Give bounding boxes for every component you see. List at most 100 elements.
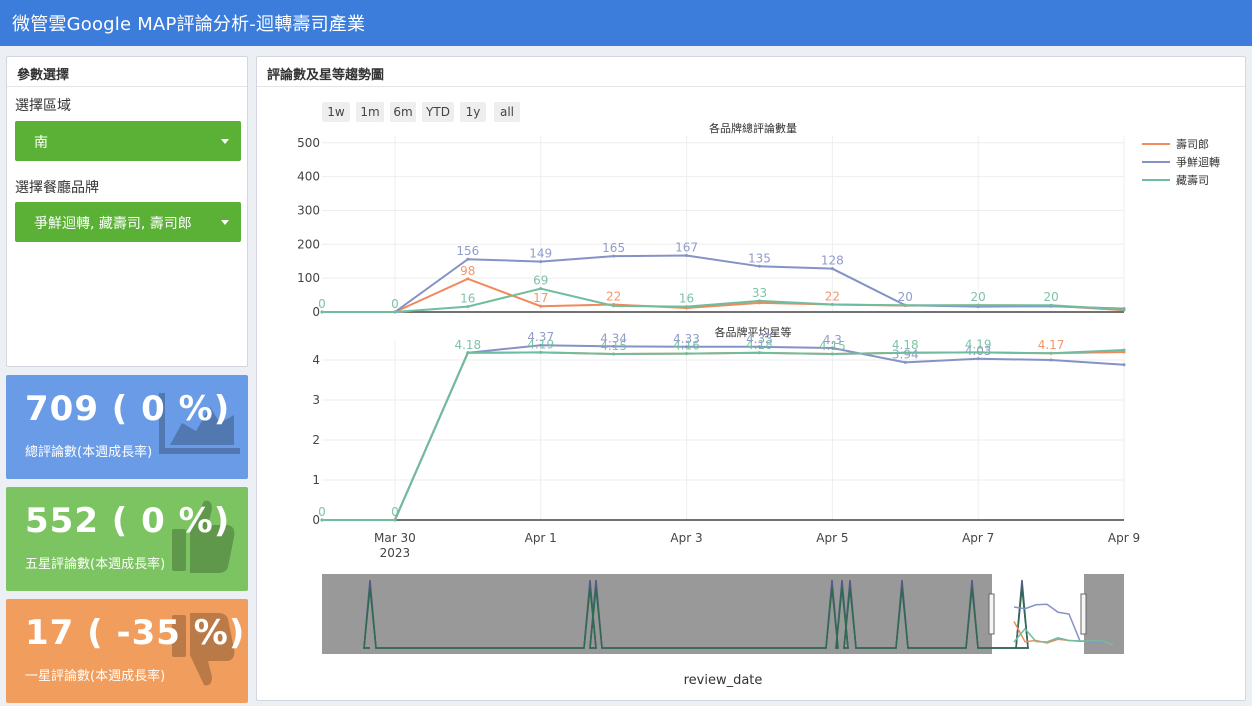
total-reviews-card: 709 ( 0 %) 總評論數(本週成長率) [6, 375, 248, 479]
avg-rating-chart-data-point [539, 343, 543, 347]
review-count-chart-y-tick-label: 0 [312, 305, 320, 319]
avg-rating-chart-data-point [757, 345, 761, 349]
avg-rating-chart-y-tick-label: 4 [312, 353, 320, 367]
parameter-panel-title: 參數選擇 [7, 57, 247, 87]
review-count-chart-data-label: 22 [606, 290, 621, 304]
review-count-chart-data-point [685, 305, 689, 309]
review-count-chart-y-tick-label: 400 [297, 170, 320, 184]
avg-rating-chart-series-line-1 [322, 344, 1125, 521]
review-count-chart-data-label: 69 [533, 274, 548, 288]
area-chart-icon [159, 393, 240, 454]
avg-rating-chart-data-label: 4.18 [892, 338, 919, 352]
avg-rating-chart-data-label: 4.19 [965, 337, 992, 351]
avg-rating-chart-data-label: 4.18 [746, 338, 773, 352]
review-count-chart-y-tick-label: 200 [297, 237, 320, 251]
review-count-chart-data-label: 156 [456, 244, 479, 258]
review-count-chart-data-point [612, 304, 616, 308]
five-star-value: 552 ( 0 %) [25, 501, 231, 541]
range-button-6m[interactable]: 6m [390, 102, 416, 122]
avg-rating-chart-data-point [1122, 348, 1126, 352]
range-slider-trace [363, 587, 1029, 649]
avg-rating-chart-data-point [685, 345, 689, 349]
x-tick-label: Apr 7 [962, 531, 994, 545]
review-count-chart-data-label: 16 [679, 292, 694, 306]
review-count-chart-data-label: 128 [821, 254, 844, 268]
range-slider-right-handle [1080, 593, 1087, 635]
review-count-chart-data-point [612, 254, 616, 258]
review-count-chart-data-label: 149 [529, 247, 552, 261]
app-header: 微管雲Google MAP評論分析-迴轉壽司產業 [0, 0, 1252, 46]
one-star-label: 一星評論數(本週成長率) [25, 669, 166, 684]
avg-rating-chart-series-line-0 [322, 351, 1125, 521]
review-count-chart-data-point [539, 287, 543, 291]
x-tick-label: 2023 [380, 546, 411, 560]
total-reviews-label: 總評論數(本週成長率) [25, 445, 153, 460]
avg-rating-chart-data-point [903, 360, 907, 364]
review-count-chart-data-point [539, 304, 543, 308]
review-count-chart-data-label: 165 [602, 241, 625, 255]
one-star-card: 17 ( -35 %) 一星評論數(本週成長率) [6, 599, 248, 703]
range-button-1m[interactable]: 1m [356, 102, 384, 122]
review-count-chart-data-point [757, 264, 761, 268]
range-button-ytd[interactable]: YTD [422, 102, 454, 122]
review-count-chart-data-label: 16 [460, 292, 475, 306]
avg-rating-chart-data-point [830, 346, 834, 350]
range-slider-left-handle [988, 593, 995, 635]
brand-select-value: 爭鮮迴轉, 藏壽司, 壽司郎 [34, 216, 192, 232]
avg-rating-chart-data-point [612, 352, 616, 356]
avg-rating-chart-data-point [830, 352, 834, 356]
range-button-1y[interactable]: 1y [460, 102, 486, 122]
avg-rating-chart-data-point [539, 350, 543, 354]
x-axis-title: review_date [684, 673, 763, 688]
review-count-chart-data-point [466, 277, 470, 281]
avg-rating-chart-data-label: 4.19 [527, 337, 554, 351]
region-select-value: 南 [34, 135, 48, 151]
avg-rating-chart-data-point [466, 351, 470, 355]
avg-rating-chart-data-label: 4.15 [819, 339, 846, 353]
five-star-label: 五星評論數(本週成長率) [25, 557, 166, 572]
review-count-chart-data-label: 20 [971, 290, 986, 304]
review-count-chart-data-point [466, 257, 470, 261]
x-tick-label: Mar 30 [374, 531, 416, 545]
review-count-chart-data-label: 20 [898, 290, 913, 304]
avg-rating-chart-data-label: 4.37 [527, 330, 554, 344]
range-slider-window-trace [1013, 603, 1114, 645]
avg-rating-chart-data-label: 3.94 [892, 347, 919, 361]
one-star-value: 17 ( -35 %) [25, 613, 246, 653]
avg-rating-chart-data-label: 0 [391, 505, 399, 519]
review-count-chart-data-label: 167 [675, 240, 698, 254]
avg-rating-chart-data-point [393, 518, 397, 522]
range-button-all[interactable]: all [494, 102, 520, 122]
brand-select[interactable]: 爭鮮迴轉, 藏壽司, 壽司郎 [15, 202, 241, 242]
parameter-panel: 參數選擇 選擇區域 南 選擇餐廳品牌 爭鮮迴轉, 藏壽司, 壽司郎 [6, 56, 248, 367]
avg-rating-chart-y-tick-label: 2 [312, 433, 320, 447]
chevron-down-icon [221, 139, 229, 144]
avg-rating-chart-data-label: 4.15 [600, 339, 627, 353]
x-tick-label: Apr 9 [1108, 531, 1140, 545]
five-star-card: 552 ( 0 %) 五星評論數(本週成長率) [6, 487, 248, 591]
review-count-chart-title: 各品牌總評論數量 [709, 121, 797, 135]
avg-rating-chart-data-point [1049, 351, 1053, 355]
review-count-chart-data-label: 0 [318, 297, 326, 311]
review-count-chart-series-line-1 [322, 254, 1125, 313]
chevron-down-icon [221, 220, 229, 225]
avg-rating-chart-series-line-2 [322, 349, 1125, 521]
range-button-1w[interactable]: 1w [322, 102, 350, 122]
range-slider-window-trace [1013, 627, 1114, 645]
review-count-chart-data-point [1049, 303, 1053, 307]
review-count-chart-data-label: 17 [533, 291, 548, 305]
avg-rating-chart-data-point [320, 518, 324, 522]
avg-rating-chart-data-point [685, 352, 689, 356]
x-tick-label: Apr 5 [816, 531, 848, 545]
app-title: 微管雲Google MAP評論分析-迴轉壽司產業 [12, 14, 366, 35]
legend-item-label: 藏壽司 [1176, 173, 1209, 187]
thumbs-up-icon [172, 500, 235, 573]
region-select[interactable]: 南 [15, 121, 241, 161]
x-tick-label: Apr 1 [525, 531, 557, 545]
region-label: 選擇區域 [15, 98, 71, 114]
review-count-chart-data-point [757, 299, 761, 303]
review-count-chart-y-tick-label: 300 [297, 203, 320, 217]
review-count-chart-data-point [685, 253, 689, 257]
review-count-chart-data-label: 0 [391, 297, 399, 311]
avg-rating-chart-data-label: 4.3 [823, 333, 842, 347]
